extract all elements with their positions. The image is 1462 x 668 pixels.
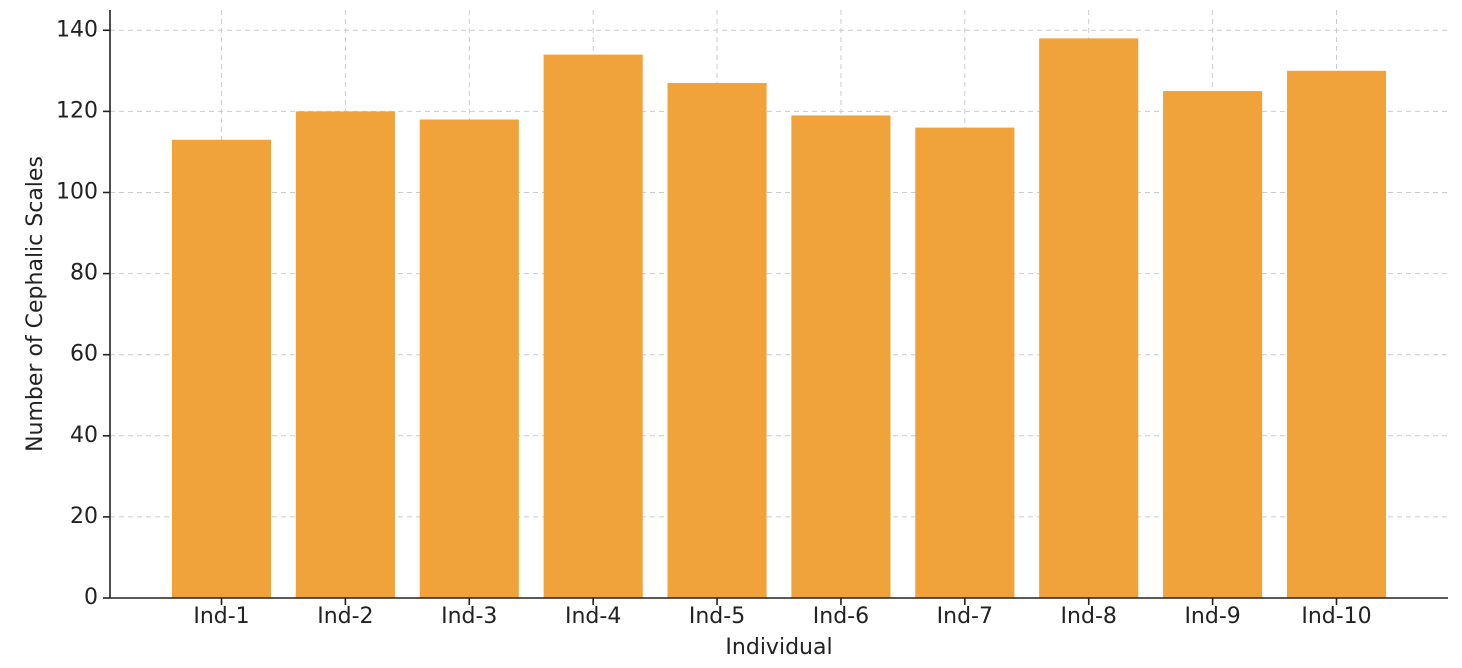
y-tick-label: 100: [56, 179, 98, 204]
y-tick-label: 0: [84, 585, 98, 610]
bar: [667, 82, 767, 598]
x-axis-label: Individual: [725, 635, 832, 660]
x-tick-label: Ind-10: [1301, 604, 1371, 629]
x-tick-label: Ind-4: [565, 604, 621, 629]
x-tick-label: Ind-1: [193, 604, 249, 629]
bar: [1286, 70, 1387, 599]
bar: [1039, 38, 1139, 598]
x-tick-label: Ind-7: [937, 604, 993, 629]
bar: [543, 54, 643, 599]
y-axis-label: Number of Cephalic Scales: [23, 156, 48, 452]
y-tick-label: 120: [56, 98, 98, 123]
bar: [419, 119, 519, 598]
bar: [791, 115, 891, 599]
y-tick-label: 20: [70, 504, 98, 529]
x-tick-label: Ind-5: [689, 604, 745, 629]
bar: [1163, 91, 1263, 598]
y-tick-label: 60: [70, 342, 98, 367]
x-tick-label: Ind-3: [441, 604, 497, 629]
x-tick-label: Ind-6: [813, 604, 869, 629]
bar: [171, 139, 272, 599]
x-tick-label: Ind-8: [1061, 604, 1117, 629]
bar: [295, 111, 395, 599]
y-tick-label: 140: [56, 17, 98, 42]
x-tick-label: Ind-2: [317, 604, 373, 629]
x-tick-label: Ind-9: [1184, 604, 1240, 629]
y-tick-label: 40: [70, 423, 98, 448]
y-tick-label: 80: [70, 261, 98, 286]
bar: [915, 127, 1015, 598]
